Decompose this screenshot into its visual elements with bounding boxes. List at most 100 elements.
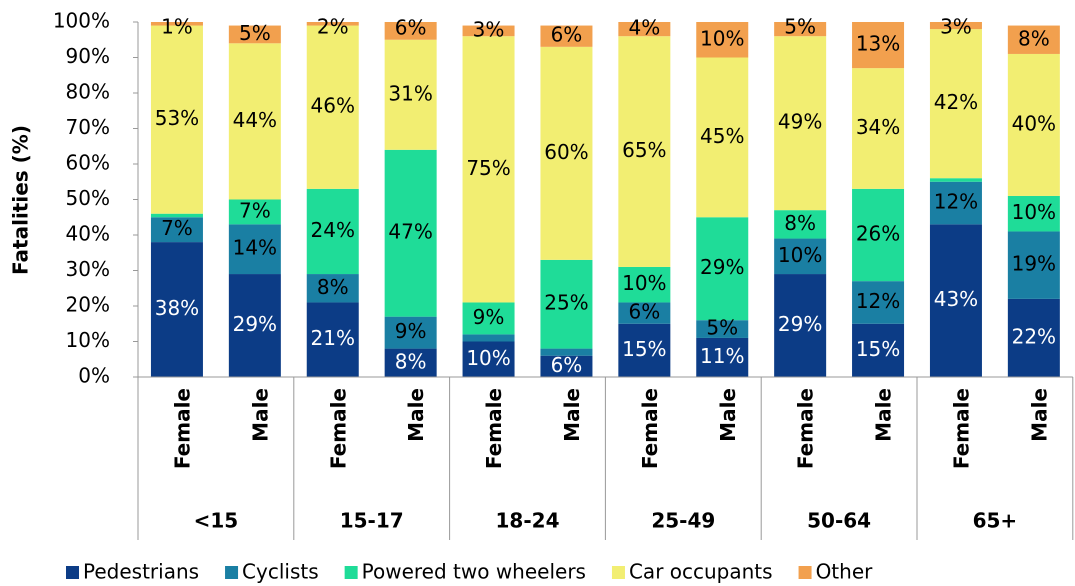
data-label: 4%	[628, 16, 660, 40]
y-tick-label: 20%	[66, 293, 110, 317]
data-label: 10%	[700, 26, 744, 50]
data-label: 5%	[784, 15, 816, 39]
bar-segment	[540, 46, 593, 260]
data-label: 22%	[1012, 324, 1056, 348]
data-label: 42%	[934, 90, 978, 114]
bar-segment	[384, 39, 437, 150]
bar-segment	[228, 224, 281, 275]
bar-segment	[540, 355, 593, 377]
bar-segment	[540, 259, 593, 349]
bar-segment	[774, 238, 827, 275]
bar-segment	[696, 22, 749, 58]
bar-segment	[150, 213, 203, 218]
bar-segment	[618, 323, 671, 377]
data-label: 44%	[233, 108, 277, 132]
data-label: 10%	[622, 271, 666, 295]
bar-segment	[462, 36, 515, 303]
bar-segment	[540, 25, 593, 47]
bar-segment	[228, 25, 281, 44]
bar-segment	[462, 302, 515, 335]
data-label: 24%	[311, 218, 355, 242]
data-label: 3%	[940, 15, 972, 39]
bar-segment	[696, 217, 749, 321]
y-axis-title: Fatalities (%)	[9, 125, 33, 275]
y-tick-label: 90%	[66, 44, 110, 68]
x-tick-label: Female	[949, 388, 973, 469]
data-label: 10%	[466, 346, 510, 370]
data-label: 8%	[784, 211, 816, 235]
y-tick-label: 100%	[53, 9, 110, 33]
data-label: 9%	[395, 319, 427, 343]
bar-segment	[774, 36, 827, 211]
data-label: 8%	[395, 349, 427, 373]
legend-swatch	[344, 566, 358, 579]
bar-segment	[618, 302, 671, 324]
legend-swatch	[225, 566, 239, 579]
bar-segment	[774, 274, 827, 377]
x-tick-label: Male	[248, 388, 272, 442]
bar-segment	[852, 323, 905, 377]
legend-label: Pedestrians	[83, 560, 199, 584]
bar-segment	[1007, 25, 1060, 54]
bar-segment	[462, 334, 515, 342]
y-tick-label: 50%	[66, 186, 110, 210]
bar-segment	[618, 266, 671, 303]
data-label: 10%	[778, 243, 822, 267]
data-label: 75%	[466, 156, 510, 180]
bar-segment	[852, 68, 905, 189]
bar-segment	[306, 302, 359, 377]
legend-label: Powered two wheelers	[362, 560, 586, 584]
x-tick-label: Male	[716, 388, 740, 442]
x-tick-label: Female	[794, 388, 818, 469]
y-tick-label: 80%	[66, 80, 110, 104]
data-label: 45%	[700, 124, 744, 148]
data-label: 7%	[161, 216, 193, 240]
data-label: 6%	[551, 353, 583, 377]
y-tick-label: 60%	[66, 151, 110, 175]
y-tick-label: 0%	[78, 364, 110, 388]
group-label: 25-49	[651, 509, 715, 533]
x-tick-label: Female	[326, 388, 350, 469]
legend-label: Other	[816, 560, 874, 584]
bar-segment	[228, 43, 281, 200]
bar-segment	[462, 341, 515, 377]
bar-segment	[1007, 298, 1060, 377]
data-label: 5%	[239, 21, 271, 45]
group-label: <15	[194, 509, 239, 533]
data-label: 34%	[856, 115, 900, 139]
group-label: 15-17	[340, 509, 404, 533]
data-label: 8%	[1018, 26, 1050, 50]
data-label: 6%	[628, 300, 660, 324]
data-label: 25%	[544, 291, 588, 315]
bar-segment	[774, 210, 827, 239]
x-tick-label: Male	[1027, 388, 1051, 442]
bar-segment	[306, 188, 359, 275]
bar-segment	[929, 178, 982, 182]
data-label: 38%	[155, 296, 199, 320]
legend-label: Cyclists	[242, 560, 319, 584]
bar-segment	[306, 274, 359, 303]
bar-segment	[384, 348, 437, 377]
data-label: 53%	[155, 106, 199, 130]
group-label: 50-64	[807, 509, 871, 533]
data-label: 15%	[856, 337, 900, 361]
x-tick-label: Female	[638, 388, 662, 469]
legend-label: Car occupants	[629, 560, 773, 584]
data-label: 7%	[239, 198, 271, 222]
data-label: 46%	[311, 94, 355, 118]
data-label: 26%	[856, 222, 900, 246]
bar-segment	[150, 25, 203, 214]
x-tick-label: Female	[482, 388, 506, 469]
data-label: 29%	[233, 312, 277, 336]
data-label: 5%	[706, 316, 738, 340]
y-tick-label: 40%	[66, 222, 110, 246]
data-label: 14%	[233, 236, 277, 260]
data-label: 29%	[778, 312, 822, 336]
bar-segment	[696, 320, 749, 338]
bar-segment	[696, 57, 749, 218]
data-label: 29%	[700, 255, 744, 279]
bar-segment	[929, 181, 982, 225]
bar-segment	[150, 22, 203, 26]
